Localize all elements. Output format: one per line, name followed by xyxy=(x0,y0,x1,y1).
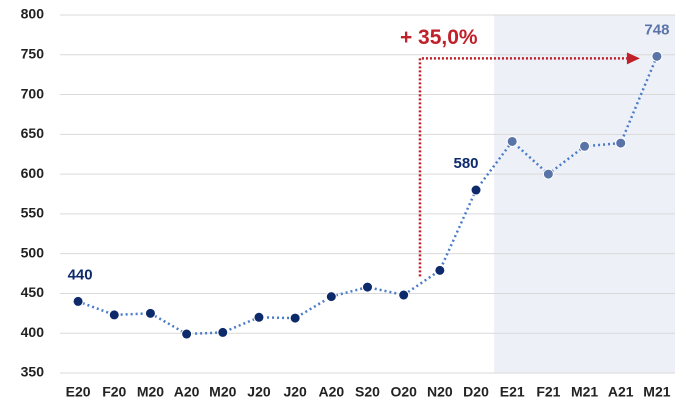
y-tick-label: 600 xyxy=(21,165,45,181)
y-tick-label: 350 xyxy=(21,364,45,380)
point xyxy=(470,184,482,196)
point xyxy=(325,291,337,303)
data-label: 580 xyxy=(454,155,479,172)
point xyxy=(506,135,518,147)
point xyxy=(72,295,84,307)
y-tick-label: 400 xyxy=(21,324,45,340)
data-label: 748 xyxy=(644,21,669,38)
y-tick-label: 750 xyxy=(21,45,45,61)
point xyxy=(434,264,446,276)
x-tick-label: D20 xyxy=(463,384,489,400)
point xyxy=(144,307,156,319)
x-tick-label: A20 xyxy=(174,384,200,400)
point xyxy=(217,326,229,338)
x-tick-label: A20 xyxy=(318,384,344,400)
highlight-region xyxy=(494,15,675,373)
point xyxy=(253,311,265,323)
point xyxy=(362,281,373,293)
x-tick-label: M21 xyxy=(571,384,598,400)
annotation-text: + 35,0% xyxy=(400,26,478,49)
point xyxy=(398,289,410,301)
line xyxy=(77,55,659,336)
x-tick-label: J20 xyxy=(247,384,271,400)
annotation-arrow xyxy=(418,57,627,277)
x-tick-label: F21 xyxy=(536,384,560,400)
x-tick-label: S20 xyxy=(355,384,380,400)
x-tick-label: M20 xyxy=(137,384,164,400)
y-tick-label: 550 xyxy=(21,205,45,221)
data-label: 440 xyxy=(68,266,93,283)
x-tick-label: E20 xyxy=(66,384,91,400)
y-tick-label: 800 xyxy=(21,6,45,22)
point xyxy=(579,140,591,152)
y-tick-label: 500 xyxy=(21,244,45,260)
point xyxy=(289,312,301,324)
y-tick-label: 450 xyxy=(21,284,45,300)
x-tick-label: J20 xyxy=(283,384,307,400)
x-tick-label: A21 xyxy=(608,384,634,400)
y-tick-label: 700 xyxy=(21,85,45,101)
x-tick-label: F20 xyxy=(102,384,126,400)
point xyxy=(181,328,193,340)
point xyxy=(108,309,120,321)
x-tick-label: N20 xyxy=(427,384,453,400)
x-tick-label: E21 xyxy=(500,384,525,400)
x-tick-label: M21 xyxy=(643,384,670,400)
arrow-head xyxy=(626,52,640,65)
point xyxy=(542,168,554,180)
y-tick-label: 650 xyxy=(21,125,45,141)
point xyxy=(615,137,627,149)
x-tick-label: M20 xyxy=(209,384,236,400)
x-tick-label: O20 xyxy=(390,384,417,400)
point xyxy=(651,50,663,62)
